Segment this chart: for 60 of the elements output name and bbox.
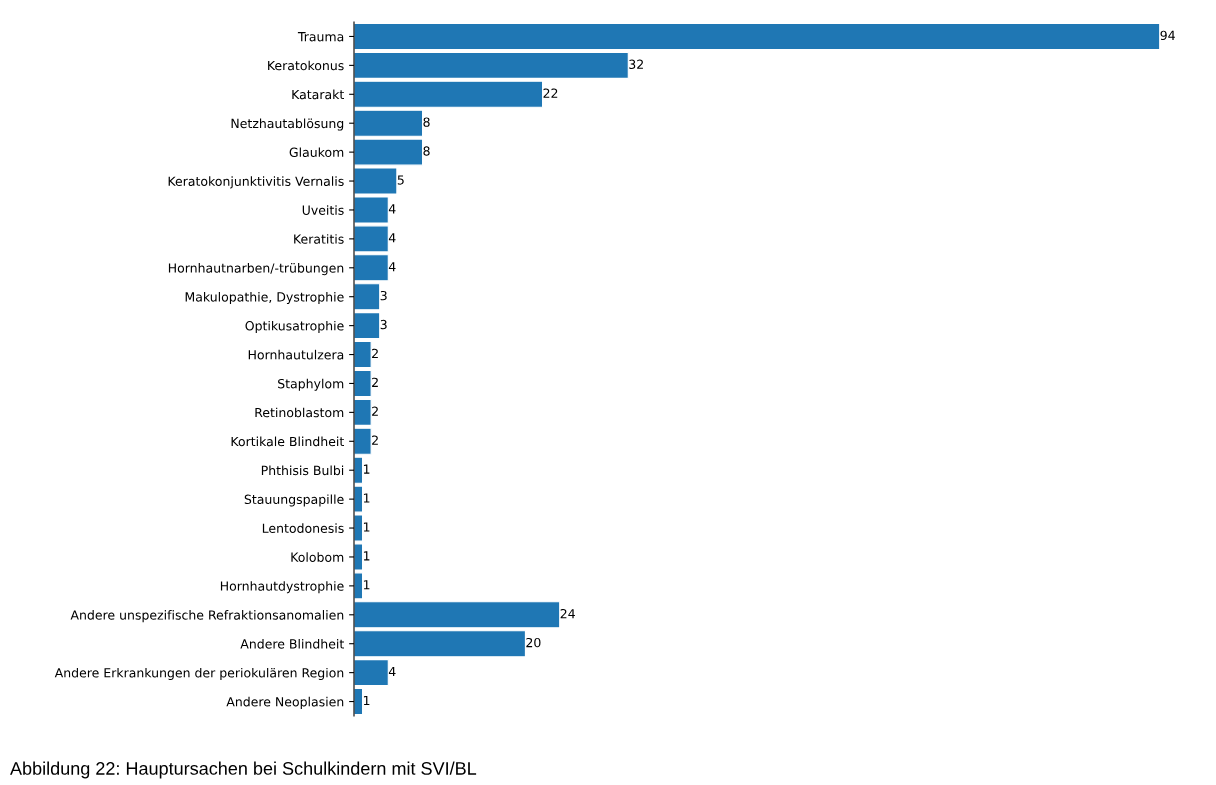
y-tick-label: Hornhautulzera	[248, 349, 344, 360]
bar	[354, 427, 372, 455]
data-label: 1	[363, 522, 370, 532]
bar	[354, 398, 372, 426]
y-tick-label: Staphylom	[278, 378, 344, 391]
y-tick-label: Uveitis	[302, 205, 344, 215]
y-tick-label: Netzhautablösung	[231, 118, 344, 131]
y-tick-label: Keratokonjunktivitis Vernalis	[168, 176, 344, 189]
data-label: 8	[423, 146, 430, 156]
y-tick-label: Andere unspezifische Refraktionsanomalien	[70, 610, 344, 623]
y-tick-label: Stauungspapille	[244, 494, 344, 507]
y-tick-label: Keratokonus	[268, 60, 344, 71]
bar	[354, 51, 629, 79]
data-label: 4	[388, 666, 396, 677]
y-tick-label: Kortikale Blindheit	[231, 436, 344, 447]
bar	[354, 659, 389, 687]
data-label: 1	[363, 493, 370, 503]
data-label: 32	[629, 59, 643, 69]
data-label: 3	[380, 290, 387, 301]
data-label: 1	[363, 551, 370, 561]
y-tick-label: Retinoblastom	[255, 407, 344, 418]
y-tick-label: Kolobom	[291, 552, 344, 562]
data-label: 4	[388, 262, 396, 272]
text: Abbildung 22: Hauptursachen bei Schulkindern mit SVI/BL	[10, 761, 477, 779]
data-label: 2	[372, 377, 378, 387]
y-tick-label: Makulopathie, Dystrophie	[185, 291, 344, 305]
data-label: 1	[363, 580, 370, 590]
data-label: 24	[560, 608, 575, 619]
data-label: 1	[363, 695, 370, 705]
y-tick-label: Andere Erkrankungen der periokulären Region	[54, 667, 344, 680]
bar	[354, 630, 526, 658]
data-label: 20	[526, 637, 541, 648]
data-label: 22	[543, 88, 558, 98]
y-tick-label: Katarakt	[292, 89, 344, 100]
bar	[354, 312, 381, 340]
data-label: 3	[380, 319, 387, 330]
y-tick-label: Trauma	[297, 32, 344, 42]
data-label: 94	[1160, 30, 1175, 41]
bar	[354, 340, 372, 369]
data-label: 5	[397, 175, 404, 185]
bar	[354, 80, 544, 108]
bar	[354, 22, 1161, 51]
y-tick-label: Andere Neoplasien	[226, 696, 344, 709]
y-tick-label: Keratitis	[294, 234, 344, 244]
y-tick-label: Hornhautnarben/-trübungen	[168, 263, 344, 276]
y-tick-label: Glaukom	[289, 147, 344, 158]
data-label: 1	[363, 464, 370, 474]
y-tick-label: Hornhautdystrophie	[220, 581, 344, 594]
data-label: 2	[372, 348, 378, 358]
data-label: 8	[423, 117, 430, 127]
data-label: 2	[372, 435, 378, 445]
y-tick-label: Phthisis Bulbi	[261, 465, 344, 476]
y-tick-label: Lentodonesis	[262, 523, 344, 533]
data-label: 4	[388, 204, 396, 214]
data-label: 2	[372, 406, 378, 416]
data-label: 4	[388, 233, 396, 243]
y-tick-label: Optikusatrophie	[245, 320, 344, 333]
bar	[354, 283, 381, 311]
y-tick-label: Andere Blindheit	[240, 638, 344, 649]
bar	[354, 369, 372, 398]
